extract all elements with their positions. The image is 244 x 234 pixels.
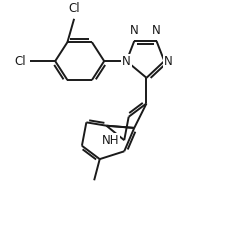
Text: N: N: [130, 24, 139, 37]
Text: N: N: [152, 24, 161, 37]
Text: N: N: [122, 55, 131, 68]
Text: N: N: [164, 55, 173, 68]
Text: Cl: Cl: [68, 2, 80, 15]
Text: Cl: Cl: [15, 55, 26, 68]
Text: NH: NH: [102, 134, 119, 147]
